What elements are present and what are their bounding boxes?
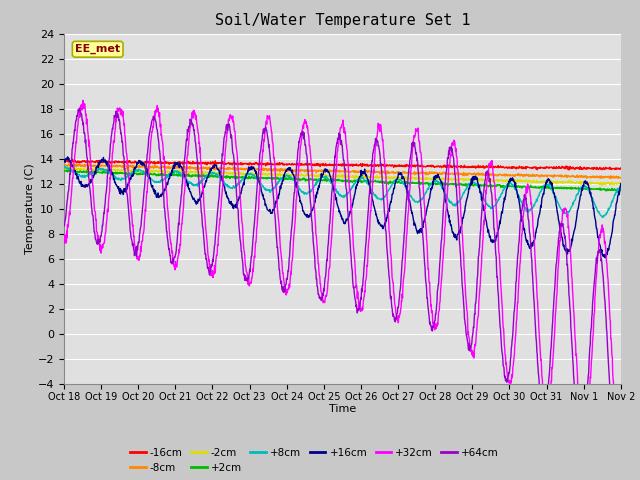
Text: EE_met: EE_met: [75, 44, 120, 54]
Title: Soil/Water Temperature Set 1: Soil/Water Temperature Set 1: [214, 13, 470, 28]
Y-axis label: Temperature (C): Temperature (C): [25, 163, 35, 254]
Legend: -16cm, -8cm, -2cm, +2cm, +8cm, +16cm, +32cm, +64cm: -16cm, -8cm, -2cm, +2cm, +8cm, +16cm, +3…: [126, 444, 503, 477]
X-axis label: Time: Time: [329, 405, 356, 414]
